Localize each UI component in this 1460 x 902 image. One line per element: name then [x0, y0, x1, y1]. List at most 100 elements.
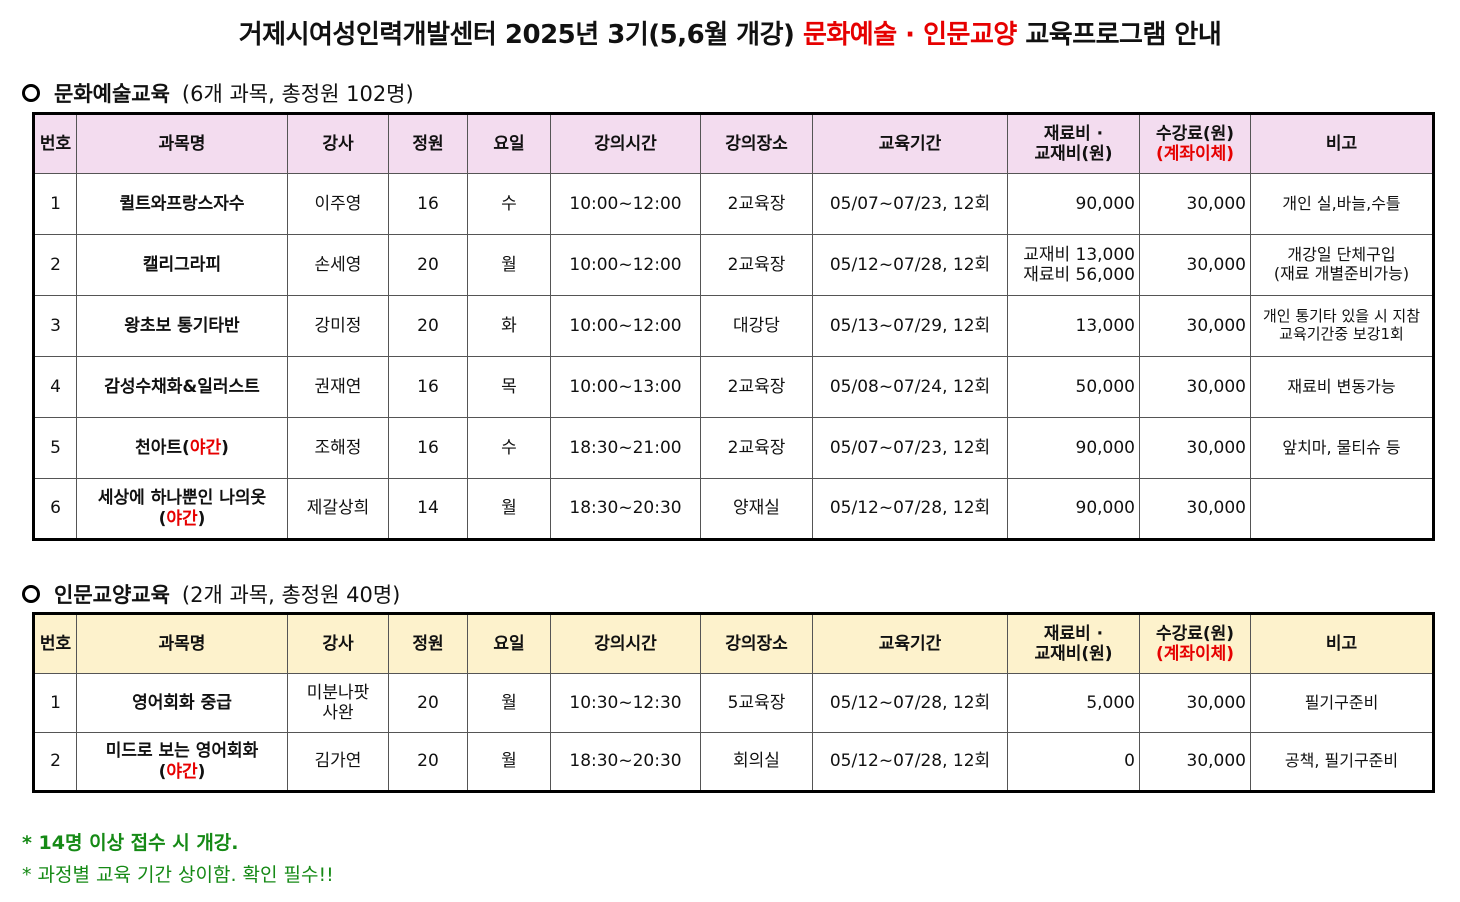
- header-time: 강의시간: [550, 113, 701, 174]
- cell-fee: 30,000: [1139, 417, 1251, 479]
- cell-subject: 퀼트와프랑스자수: [76, 173, 288, 235]
- cell-remark: 재료비 변동가능: [1250, 356, 1434, 418]
- cell-material: 90,000: [1007, 173, 1140, 235]
- section-subtitle: (2개 과목, 총정원 40명): [181, 583, 401, 607]
- cell-capacity: 16: [388, 356, 468, 418]
- title-main: 거제시여성인력개발센터 2025년 3기(5,6월 개강): [238, 20, 803, 50]
- section-title: 인문교양교육: [54, 583, 170, 607]
- section-title: 문화예술교육: [54, 82, 170, 106]
- cell-fee: 30,000: [1139, 732, 1251, 792]
- cell-capacity: 20: [388, 295, 468, 357]
- cell-material: 90,000: [1007, 417, 1140, 479]
- cell-day: 월: [467, 673, 551, 733]
- cell-day: 목: [467, 356, 551, 418]
- cell-period: 05/12~07/28, 12회: [812, 478, 1008, 540]
- header-period: 교육기간: [812, 113, 1008, 174]
- cell-day: 수: [467, 417, 551, 479]
- cell-remark: 개인 실,바늘,수틀: [1250, 173, 1434, 235]
- cell-no: 3: [33, 295, 77, 357]
- cell-material: 90,000: [1007, 478, 1140, 540]
- night-label: 야간: [189, 437, 222, 458]
- cell-place: 2교육장: [700, 234, 813, 296]
- header-material: 재료비 · 교재비(원): [1007, 613, 1140, 674]
- night-label: 야간: [166, 761, 198, 782]
- cell-instructor: 이주영: [287, 173, 389, 235]
- cell-no: 5: [33, 417, 77, 479]
- table-header-row: 번호 과목명 강사 정원 요일 강의시간 강의장소 교육기간 재료비 · 교재비(…: [33, 613, 1434, 674]
- cell-capacity: 20: [388, 234, 468, 296]
- title-highlight: 문화예술 · 인문교양: [802, 20, 1017, 50]
- header-material: 재료비 · 교재비(원): [1007, 113, 1140, 174]
- header-place: 강의장소: [700, 613, 813, 674]
- cell-remark: 개강일 단체구입 (재료 개별준비가능): [1250, 234, 1434, 296]
- cell-day: 월: [467, 234, 551, 296]
- cell-period: 05/12~07/28, 12회: [812, 732, 1008, 792]
- cell-time: 10:30~12:30: [550, 673, 701, 733]
- humanities-course-table: 번호 과목명 강사 정원 요일 강의시간 강의장소 교육기간 재료비 · 교재비(…: [32, 612, 1435, 793]
- cell-place: 2교육장: [700, 356, 813, 418]
- cell-capacity: 20: [388, 732, 468, 792]
- cell-time: 10:00~12:00: [550, 295, 701, 357]
- cell-instructor: 권재연: [287, 356, 389, 418]
- cell-period: 05/13~07/29, 12회: [812, 295, 1008, 357]
- cell-day: 화: [467, 295, 551, 357]
- cell-no: 4: [33, 356, 77, 418]
- cell-subject: 미드로 보는 영어회화 (야간): [76, 732, 288, 792]
- header-day: 요일: [467, 113, 551, 174]
- cell-period: 05/12~07/28, 12회: [812, 673, 1008, 733]
- cell-capacity: 16: [388, 417, 468, 479]
- cell-no: 1: [33, 673, 77, 733]
- cell-remark: 앞치마, 물티슈 등: [1250, 417, 1434, 479]
- page-title: 거제시여성인력개발센터 2025년 3기(5,6월 개강) 문화예술 · 인문교…: [0, 14, 1460, 51]
- cell-fee: 30,000: [1139, 478, 1251, 540]
- cell-subject: 천아트(야간): [76, 417, 288, 479]
- cell-place: 대강당: [700, 295, 813, 357]
- cell-material: 0: [1007, 732, 1140, 792]
- header-remark: 비고: [1250, 113, 1434, 174]
- cell-time: 10:00~13:00: [550, 356, 701, 418]
- cell-place: 2교육장: [700, 173, 813, 235]
- cell-no: 6: [33, 478, 77, 540]
- cell-remark: 개인 통기타 있을 시 지참 교육기간중 보강1회: [1250, 295, 1434, 357]
- table-row: 2 캘리그라피 손세영 20 월 10:00~12:00 2교육장 05/12~…: [33, 234, 1434, 296]
- cell-material: 50,000: [1007, 356, 1140, 418]
- cell-subject: 영어회화 중급: [76, 673, 288, 733]
- cell-subject: 감성수채화&일러스트: [76, 356, 288, 418]
- cell-material: 13,000: [1007, 295, 1140, 357]
- cell-time: 18:30~21:00: [550, 417, 701, 479]
- header-capacity: 정원: [388, 113, 468, 174]
- header-instructor: 강사: [287, 113, 389, 174]
- cell-subject: 캘리그라피: [76, 234, 288, 296]
- header-place: 강의장소: [700, 113, 813, 174]
- cell-time: 10:00~12:00: [550, 173, 701, 235]
- header-subject: 과목명: [76, 613, 288, 674]
- cell-capacity: 14: [388, 478, 468, 540]
- cell-instructor: 김가연: [287, 732, 389, 792]
- cell-remark: 필기구준비: [1250, 673, 1434, 733]
- header-capacity: 정원: [388, 613, 468, 674]
- table-row: 4 감성수채화&일러스트 권재연 16 목 10:00~13:00 2교육장 0…: [33, 356, 1434, 418]
- header-remark: 비고: [1250, 613, 1434, 674]
- cell-place: 5교육장: [700, 673, 813, 733]
- cell-fee: 30,000: [1139, 356, 1251, 418]
- cell-period: 05/07~07/23, 12회: [812, 417, 1008, 479]
- cell-time: 10:00~12:00: [550, 234, 701, 296]
- header-period: 교육기간: [812, 613, 1008, 674]
- cell-no: 1: [33, 173, 77, 235]
- table-row: 3 왕초보 통기타반 강미정 20 화 10:00~12:00 대강당 05/1…: [33, 295, 1434, 357]
- cell-no: 2: [33, 732, 77, 792]
- cell-place: 양재실: [700, 478, 813, 540]
- cell-material: 5,000: [1007, 673, 1140, 733]
- cell-day: 월: [467, 478, 551, 540]
- cell-fee: 30,000: [1139, 295, 1251, 357]
- cell-time: 18:30~20:30: [550, 478, 701, 540]
- header-fee: 수강료(원) (계좌이체): [1139, 113, 1251, 174]
- header-fee: 수강료(원) (계좌이체): [1139, 613, 1251, 674]
- section-heading-humanities: 인문교양교육 (2개 과목, 총정원 40명): [22, 579, 400, 609]
- table-row: 2 미드로 보는 영어회화 (야간) 김가연 20 월 18:30~20:30 회…: [33, 732, 1434, 792]
- cell-capacity: 16: [388, 173, 468, 235]
- cell-period: 05/07~07/23, 12회: [812, 173, 1008, 235]
- cell-day: 월: [467, 732, 551, 792]
- table-header-row: 번호 과목명 강사 정원 요일 강의시간 강의장소 교육기간 재료비 · 교재비(…: [33, 113, 1434, 174]
- cell-instructor: 손세영: [287, 234, 389, 296]
